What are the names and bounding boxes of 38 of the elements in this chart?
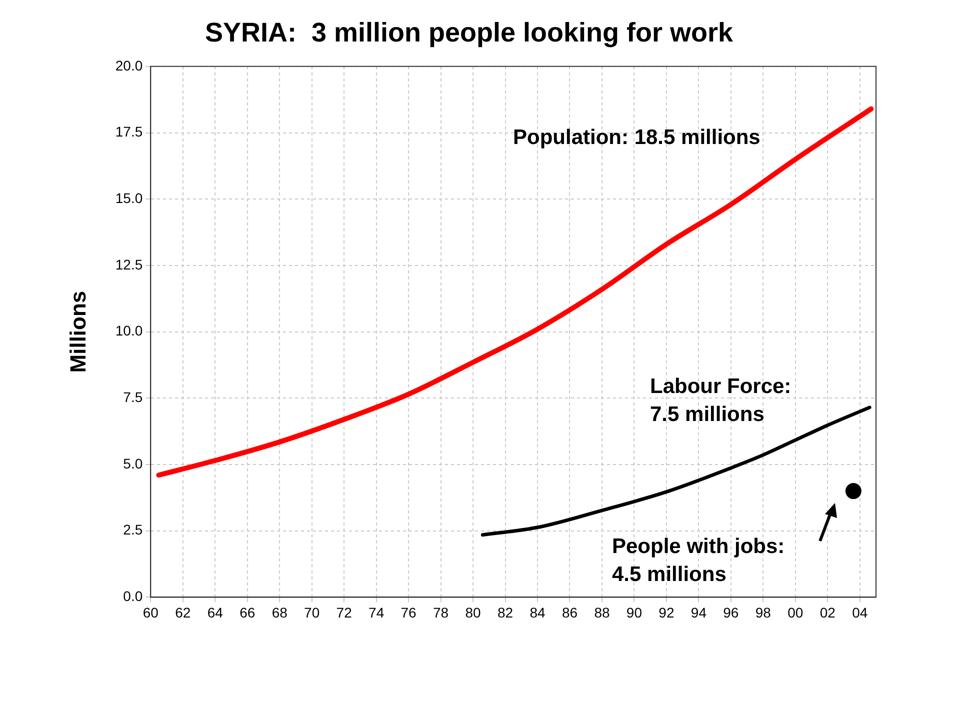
x-tick-label: 02 bbox=[820, 604, 836, 620]
line-series bbox=[480, 406, 872, 537]
x-tick-label: 84 bbox=[530, 604, 546, 620]
y-tick-label: 12.5 bbox=[115, 256, 143, 272]
y-tick-label: 10.0 bbox=[115, 322, 143, 339]
x-tick-label: 68 bbox=[272, 604, 288, 620]
x-tick-label: 90 bbox=[626, 604, 642, 620]
x-tick-label: 94 bbox=[690, 604, 707, 620]
x-tick-label: 04 bbox=[852, 604, 868, 620]
x-tick-label: 88 bbox=[594, 604, 610, 620]
x-tick-label: 60 bbox=[142, 604, 159, 620]
x-tick-label: 66 bbox=[240, 604, 256, 620]
x-tick-label: 86 bbox=[562, 604, 578, 620]
x-tick-label: 80 bbox=[465, 604, 482, 620]
y-tick-label: 17.5 bbox=[115, 124, 143, 140]
x-tick-label: 62 bbox=[175, 604, 191, 620]
y-tick-label: 5.0 bbox=[123, 455, 143, 472]
y-tick-label: 0.0 bbox=[123, 588, 143, 604]
chart-title: SYRIA: 3 million people looking for work bbox=[204, 18, 734, 48]
x-tick-label: 00 bbox=[788, 604, 804, 620]
x-tick-label: 78 bbox=[433, 604, 449, 620]
x-tick-label: 76 bbox=[400, 604, 417, 620]
x-tick-label: 96 bbox=[723, 604, 739, 620]
x-tick-label: 70 bbox=[304, 604, 320, 620]
y-tick-label: 15.0 bbox=[115, 190, 143, 206]
x-tick-label: 72 bbox=[336, 604, 352, 620]
x-tick-label: 74 bbox=[368, 604, 384, 620]
y-axis-title: Millions bbox=[65, 290, 90, 373]
y-tick-label: 2.5 bbox=[123, 522, 143, 538]
annotation: People with jobs: 4.5 millions bbox=[612, 534, 785, 586]
y-tick-label: 7.5 bbox=[123, 389, 143, 406]
y-tick-label: 20.0 bbox=[115, 57, 143, 74]
x-tick-label: 98 bbox=[755, 604, 772, 620]
annotation: Labour Force: 7.5 millions bbox=[650, 374, 792, 426]
x-tick-label: 92 bbox=[658, 604, 674, 620]
x-tick-label: 82 bbox=[497, 604, 514, 620]
x-tick-label: 64 bbox=[207, 604, 224, 620]
annotation: Population: 18.5 millions bbox=[513, 126, 760, 149]
